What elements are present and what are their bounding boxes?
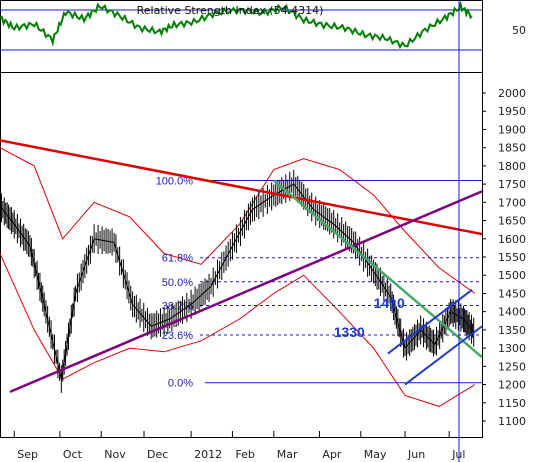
fib-label-5: 0.0%	[168, 378, 193, 390]
rsi-reference-lines	[0, 9, 482, 51]
y-tick-label-3: 1850	[498, 142, 526, 155]
x-tick-label-7: Apr	[322, 448, 342, 461]
price-line	[0, 183, 475, 380]
price-panel	[0, 72, 483, 438]
y-tick-label-11: 1450	[498, 287, 526, 300]
x-tick-label-9: Jun	[407, 448, 425, 461]
bollinger-upper	[0, 147, 476, 294]
annotation-1330: 1330	[334, 324, 365, 340]
rsi-panel	[0, 0, 483, 73]
y-tick-label-13: 1350	[498, 324, 526, 337]
trendline-uptrend	[9, 190, 483, 393]
bollinger-lower	[0, 253, 476, 407]
trendline-channel-upper	[387, 289, 473, 355]
fib-label-3: 38.2%	[162, 300, 193, 312]
trendline-downtrend	[0, 139, 483, 236]
fib-label-2: 50.0%	[162, 277, 193, 289]
y-tick-label-6: 1700	[498, 196, 526, 209]
fib-label-4: 23.6%	[162, 330, 193, 342]
annotation-1410: 1410	[374, 295, 405, 311]
x-tick-label-1: Oct	[63, 448, 83, 461]
y-tick-label-12: 1400	[498, 306, 526, 319]
rsi-series	[0, 0, 473, 50]
y-tick-label-5: 1750	[498, 178, 526, 191]
x-tick-label-3: Dec	[147, 448, 168, 461]
y-tick-label-15: 1250	[498, 360, 526, 373]
y-tick-label-7: 1650	[498, 215, 526, 228]
rsi-tick-label-0: 50	[512, 24, 526, 37]
y-tick-label-9: 1550	[498, 251, 526, 264]
trendline-channel-lower	[404, 325, 483, 386]
y-tick-label-14: 1300	[498, 342, 526, 355]
fib-label-0: 100.0%	[156, 175, 194, 187]
y-tick-label-17: 1150	[498, 397, 526, 410]
bollinger-bands	[0, 147, 476, 407]
y-tick-label-1: 1950	[498, 105, 526, 118]
x-tick-label-6: Mar	[277, 448, 298, 461]
y-tick-label-8: 1600	[498, 233, 526, 246]
x-tick-label-0: Sep	[17, 448, 38, 461]
x-tick-label-4: 2012	[194, 448, 222, 461]
y-tick-label-10: 1500	[498, 269, 526, 282]
rsi-title: Relative Strength Index (54.4314)	[137, 4, 324, 17]
annotations: 1410 1330	[334, 295, 405, 340]
trendlines	[0, 139, 483, 393]
fib-label-1: 61.8%	[162, 253, 193, 265]
trendline-decline	[272, 179, 483, 359]
y-tick-label-4: 1800	[498, 160, 526, 173]
x-tick-label-8: May	[364, 448, 387, 461]
x-tick-label-2: Nov	[104, 448, 126, 461]
y-tick-label-0: 2000	[498, 87, 526, 100]
x-tick-label-10: Jul	[451, 448, 465, 461]
y-tick-label-18: 1100	[498, 415, 526, 428]
y-tick-label-16: 1200	[498, 379, 526, 392]
y-tick-label-2: 1900	[498, 123, 526, 136]
y-axis-ticks: 2000 1950 1900 1850 1800 1750 1700 1650 1600 1550…	[482, 24, 526, 428]
rsi-line	[0, 0, 473, 50]
x-tick-label-5: Feb	[235, 448, 254, 461]
x-axis-ticks: Sep Oct Nov Dec 2012 Feb Mar Apr May Jun Jul	[13, 431, 465, 461]
